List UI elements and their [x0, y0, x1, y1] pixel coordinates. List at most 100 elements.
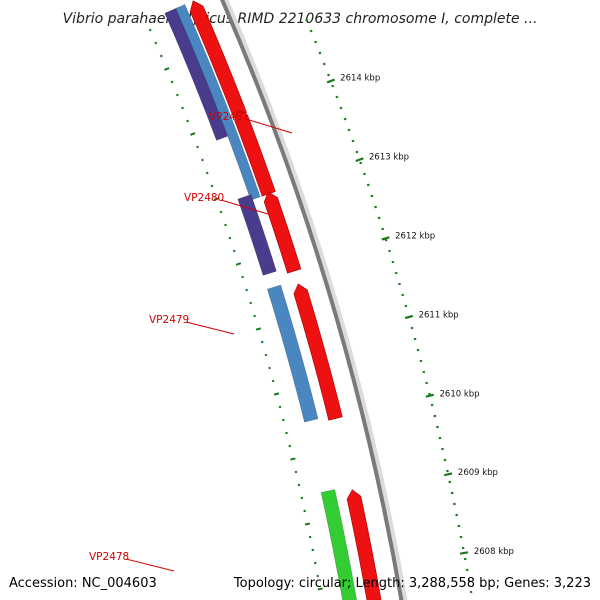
gc-dot [290, 457, 296, 461]
accession-label: Accession: NC_004603 [9, 576, 157, 591]
feature-green-segment [320, 489, 357, 600]
scale-dot [394, 271, 398, 275]
gc-dot [210, 184, 214, 188]
gc-dot [260, 340, 264, 344]
scale-tick [326, 78, 335, 84]
scale-dot [410, 326, 414, 330]
gene-leader-line [245, 118, 293, 134]
gc-dot [264, 353, 268, 357]
gene-labels: VP2481 VP2480 VP2479 VP2478 [89, 111, 293, 572]
scale-dot [359, 161, 363, 165]
scale-dot [433, 414, 437, 418]
gc-dot [268, 366, 271, 370]
scale-dot [419, 359, 423, 363]
gene-leader-line [220, 199, 269, 215]
gc-dot [288, 444, 292, 448]
scale-dot [327, 73, 331, 77]
gc-dot [201, 158, 204, 162]
gc-dot [294, 470, 298, 474]
scale-dot [398, 282, 401, 286]
scale-dot [450, 491, 454, 495]
scale-dot [422, 370, 426, 374]
gc-dot [219, 210, 223, 214]
feature-purple-segment [237, 194, 277, 276]
scale-dot [384, 238, 388, 242]
cds-arrow [346, 489, 382, 600]
gc-dot [205, 171, 209, 175]
gc-dot [159, 54, 163, 58]
gc-dot [255, 327, 262, 331]
scale-ticks: 2614 kbp 2613 kbp 2612 kbp 2611 kbp 2610 kbp… [326, 73, 514, 557]
scale-dot [438, 436, 442, 440]
gc-dot [245, 288, 249, 292]
scale-dot [355, 150, 359, 154]
scale-tick-label: 2611 kbp [419, 310, 459, 320]
gc-dot [170, 80, 174, 84]
scale-dot [377, 216, 381, 220]
gc-dot [285, 431, 288, 435]
gc-dot [249, 301, 253, 305]
scale-tick-label: 2614 kbp [340, 73, 380, 83]
scale-dot [416, 348, 420, 352]
scale-dot [443, 458, 447, 462]
gc-dot [148, 28, 152, 32]
scale-dot [331, 84, 335, 88]
gc-dot [241, 275, 244, 279]
cds-arrow [189, 0, 247, 118]
scale-dot [335, 95, 339, 99]
gene-label: VP2479 [149, 314, 189, 326]
feature-blue-segment [266, 284, 319, 423]
map-title: Vibrio parahaemolyticus RIMD 2210633 chr… [63, 11, 538, 27]
gc-dot [224, 223, 227, 227]
scale-dot [351, 139, 355, 143]
gc-dot [235, 262, 242, 266]
scale-dot [366, 183, 370, 187]
scale-dotted-line [305, 18, 473, 594]
scale-tick [444, 472, 453, 477]
scale-dot [314, 40, 318, 44]
gene-label: VP2480 [184, 192, 224, 204]
scale-dot [425, 381, 429, 385]
gc-dot [213, 197, 220, 201]
scale-dot [381, 227, 385, 231]
scale-dot [370, 194, 374, 198]
gene-label: VP2481 [209, 111, 249, 123]
scale-dot [413, 337, 417, 341]
scale-dot [427, 392, 431, 396]
chromosome-backbone [219, 0, 404, 600]
gc-dot [282, 418, 285, 422]
scale-dot [401, 293, 405, 297]
backbone-shadow [222, 0, 408, 600]
scale-tick [425, 393, 434, 398]
scale-dot [343, 117, 347, 121]
gc-dot [189, 132, 196, 136]
gc-dot [278, 405, 282, 409]
feature-blue-segment [175, 4, 261, 201]
scale-tick-label: 2613 kbp [369, 152, 409, 162]
gc-dot [154, 41, 158, 45]
gc-dot [228, 236, 232, 240]
gc-dot [196, 145, 199, 149]
cds-arrow [293, 283, 343, 421]
genome-summary: Topology: circular; Length: 3,288,558 bp… [233, 576, 591, 591]
scale-dot [436, 425, 439, 429]
gc-dot [175, 93, 179, 97]
scale-dot [322, 62, 326, 66]
scale-dot [448, 480, 452, 484]
scale-tick [459, 551, 469, 555]
scale-dot [430, 403, 434, 407]
gc-dot [181, 106, 184, 110]
scale-dot [318, 51, 322, 55]
scale-tick-label: 2612 kbp [395, 231, 435, 241]
scale-tick-label: 2609 kbp [458, 468, 498, 478]
gene-label: VP2478 [89, 551, 129, 563]
scale-tick-label: 2608 kbp [474, 547, 514, 557]
scale-dot [446, 469, 449, 473]
scale-tick [355, 157, 364, 163]
cds-arrow [234, 109, 276, 197]
scale-dot [339, 106, 343, 110]
scale-dot [391, 260, 395, 264]
gene-leader-line [185, 321, 235, 335]
scale-dot [347, 128, 351, 132]
